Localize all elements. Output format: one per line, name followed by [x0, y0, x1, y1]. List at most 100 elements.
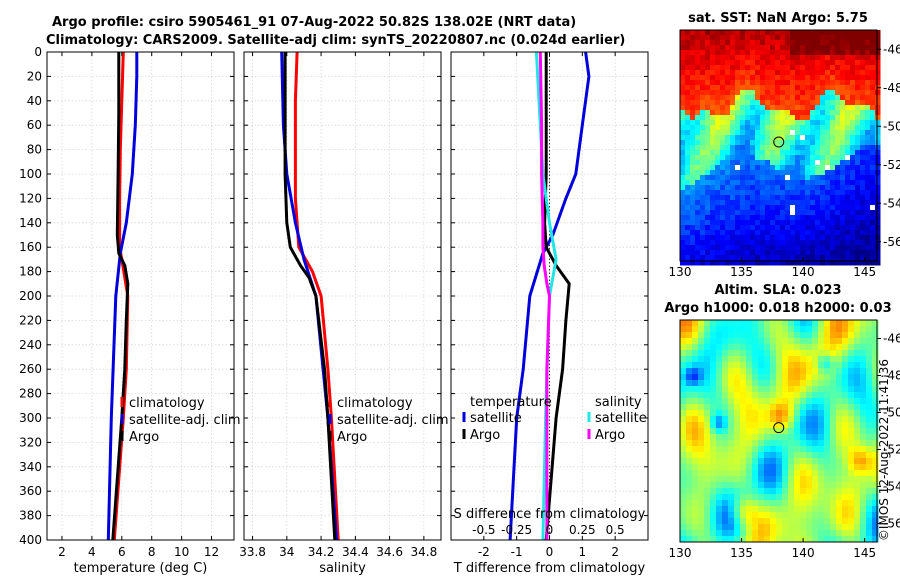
x-tick-label: 34.4: [342, 545, 369, 559]
x-tick-label: 135: [730, 546, 753, 560]
salinity-profile-panel: 33.8 34 34.2 34.4 34.6 34.8 salinity climatolog…: [239, 51, 449, 576]
x-axis-label: temperature (deg C): [74, 561, 208, 576]
top-tick-label: 0.5: [606, 523, 625, 537]
y-tick-label: 200: [19, 289, 42, 303]
y-tick-label: -56: [883, 235, 900, 249]
legend-label: Argo: [129, 430, 159, 445]
top-tick-label: 0.25: [569, 523, 596, 537]
sst-map-panel: 130 135 140 145 -46 -48 -50 -52 -54 -56: [669, 29, 900, 279]
series-line-argo: [111, 52, 130, 541]
legend-label: satellite: [595, 411, 647, 426]
x-tick-label: 140: [792, 546, 815, 560]
y-tick-label: 40: [27, 94, 42, 108]
x-tick-label: -2: [478, 545, 490, 559]
figure-title-line2: Climatology: CARS2009. Satellite-adj cli…: [46, 33, 626, 48]
argo-location-marker: [773, 422, 785, 434]
top-tick-label: -0.5: [472, 523, 495, 537]
series-line-climatology: [293, 51, 340, 541]
x-tick-label: 34: [279, 545, 294, 559]
y-tick-label: -52: [883, 158, 900, 172]
x-tick-label: 145: [853, 546, 876, 560]
map-frame: [679, 29, 878, 262]
y-tick-label: -52: [883, 443, 900, 457]
top-axis-label: S difference from climatology: [454, 507, 646, 522]
x-tick-label: 0: [546, 545, 554, 559]
y-tick-label: -54: [883, 480, 900, 494]
series-line-argo: [283, 52, 337, 541]
x-tick-label: 1: [579, 545, 587, 559]
x-tick-label: 10: [174, 545, 189, 559]
y-tick-label: 220: [19, 313, 42, 327]
y-tick-label: 140: [19, 216, 42, 230]
y-tick-label: 320: [19, 435, 42, 449]
top-tick-label: 0: [546, 523, 554, 537]
x-tick-label: 140: [792, 265, 815, 279]
y-tick-label: 300: [19, 411, 42, 425]
y-tick-label: 380: [19, 509, 42, 523]
x-tick-label: 8: [148, 545, 156, 559]
sla-map-panel: 130 135 140 145 -46 -48 -50 -52 -54 -56: [669, 319, 900, 560]
sst-panel-title: sat. SST: NaN Argo: 5.75: [688, 11, 868, 26]
y-tick-label: -46: [883, 42, 900, 56]
sla-panel-title: Altim. SLA: 0.023: [714, 283, 842, 298]
y-tick-label: 80: [27, 143, 42, 157]
y-tick-label: 120: [19, 191, 42, 205]
y-tick-label: 180: [19, 265, 42, 279]
legend-label: satellite-adj. clim: [129, 413, 241, 428]
legend-header-temperature: temperature: [470, 395, 552, 410]
x-tick-label: 130: [669, 265, 692, 279]
legend-label: climatology: [337, 396, 413, 411]
x-tick-label: 33.8: [239, 545, 266, 559]
legend-label: satellite: [470, 411, 522, 426]
sla-panel-subtitle: Argo h1000: 0.018 h2000: 0.03: [664, 301, 892, 316]
series-line-satellite-adj-clim: [106, 52, 139, 541]
sst-heatmap-cells: [680, 30, 881, 266]
x-tick-label: 6: [118, 545, 126, 559]
y-tick-label: 0: [34, 45, 42, 59]
x-axis-label: salinity: [319, 561, 366, 576]
x-tick-label: 130: [669, 546, 692, 560]
x-tick-label: 34.2: [308, 545, 335, 559]
x-tick-label: 12: [204, 545, 219, 559]
y-tick-label: 20: [27, 69, 42, 83]
top-tick-label: -0.25: [501, 523, 532, 537]
x-tick-label: 145: [853, 265, 876, 279]
y-tick-label: 340: [19, 460, 42, 474]
y-tick-label: 240: [19, 338, 42, 352]
legend-header-salinity: salinity: [595, 395, 642, 410]
argo-location-marker: [773, 136, 785, 148]
legend-label: climatology: [129, 396, 205, 411]
y-tick-label: 100: [19, 167, 42, 181]
y-tick-label: -54: [883, 196, 900, 210]
y-tick-label: -48: [883, 369, 900, 383]
x-tick-label: 135: [730, 265, 753, 279]
x-tick-label: 4: [88, 545, 96, 559]
x-tick-label: 2: [58, 545, 66, 559]
y-tick-label: -48: [883, 81, 900, 95]
y-tick-label: 160: [19, 240, 42, 254]
legend-label: satellite-adj. clim: [337, 413, 449, 428]
map-frame: [679, 319, 878, 543]
y-tick-label: 360: [19, 484, 42, 498]
sla-heatmap-cells: [680, 320, 879, 543]
x-tick-label: -1: [511, 545, 523, 559]
y-tick-label: -56: [883, 517, 900, 531]
difference-profile-panel: -2 -1 0 1 2 T difference from climatology S di…: [450, 51, 649, 576]
legend-label: Argo: [595, 428, 625, 443]
x-tick-label: 34.6: [376, 545, 403, 559]
series-line-salinity-argo: [538, 51, 551, 540]
y-tick-label: 60: [27, 118, 42, 132]
y-tick-label: -50: [883, 119, 900, 133]
y-tick-label: 280: [19, 387, 42, 401]
y-tick-label: -46: [883, 332, 900, 346]
figure-title-line1: Argo profile: csiro 5905461_91 07-Aug-20…: [52, 15, 577, 30]
y-tick-label: -50: [883, 406, 900, 420]
temperature-profile-panel: 0 20 40 60 80 100 120 140 160 180 200 220 240 260 280 3…: [19, 45, 241, 576]
x-axis-label: T difference from climatology: [453, 561, 646, 576]
x-tick-label: 34.8: [411, 545, 438, 559]
y-tick-label: 400: [19, 533, 42, 547]
x-tick-label: 2: [611, 545, 619, 559]
y-tick-label: 260: [19, 362, 42, 376]
legend-label: Argo: [470, 428, 500, 443]
